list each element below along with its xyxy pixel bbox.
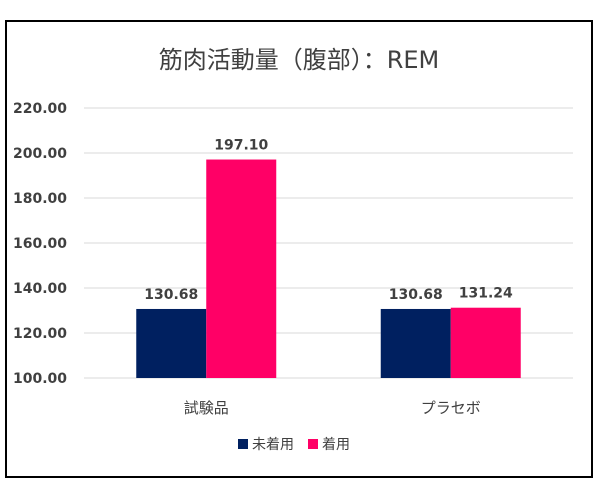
data-label: 130.68 — [389, 287, 443, 303]
data-label: 130.68 — [144, 287, 198, 303]
chart-title: 筋肉活動量（腹部）：REM — [159, 46, 440, 74]
y-tick-label: 200.00 — [13, 146, 67, 162]
y-tick-label: 120.00 — [13, 326, 67, 342]
bar-2-1 — [206, 159, 277, 378]
y-tick-label: 160.00 — [13, 236, 67, 252]
legend-swatch — [238, 439, 248, 449]
data-label: 131.24 — [459, 286, 513, 302]
y-tick-label: 140.00 — [13, 281, 67, 297]
y-tick-label: 100.00 — [13, 371, 67, 387]
category-label: プラセボ — [421, 399, 481, 417]
y-tick-label: 180.00 — [13, 191, 67, 207]
bar-1-2 — [380, 308, 451, 378]
data-label: 197.10 — [214, 138, 268, 154]
y-tick-label: 220.00 — [13, 101, 67, 117]
category-label: 試験品 — [184, 399, 229, 417]
chart-frame — [5, 20, 593, 478]
bar-1-1 — [136, 308, 207, 378]
legend-label: 未着用 — [252, 437, 294, 453]
legend-swatch — [308, 439, 318, 449]
bar-2-2 — [450, 307, 521, 378]
legend-label: 着用 — [322, 437, 350, 453]
